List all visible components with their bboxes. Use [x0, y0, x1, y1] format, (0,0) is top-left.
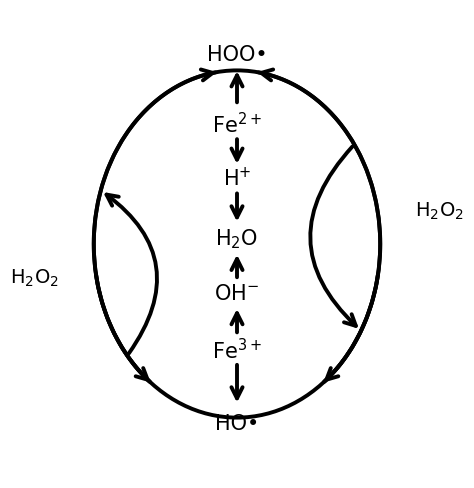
Text: OH$^{-}$: OH$^{-}$	[214, 284, 260, 304]
Text: Fe$^{2+}$: Fe$^{2+}$	[212, 112, 262, 137]
Text: Fe$^{3+}$: Fe$^{3+}$	[212, 338, 262, 363]
Text: H$_2$O: H$_2$O	[216, 228, 258, 251]
Text: H$_2$O$_2$: H$_2$O$_2$	[10, 268, 59, 289]
Text: HOO•: HOO•	[207, 45, 267, 65]
Text: HO•: HO•	[215, 414, 259, 434]
Text: H$_2$O$_2$: H$_2$O$_2$	[415, 201, 464, 222]
Text: H$^{+}$: H$^{+}$	[223, 167, 251, 190]
